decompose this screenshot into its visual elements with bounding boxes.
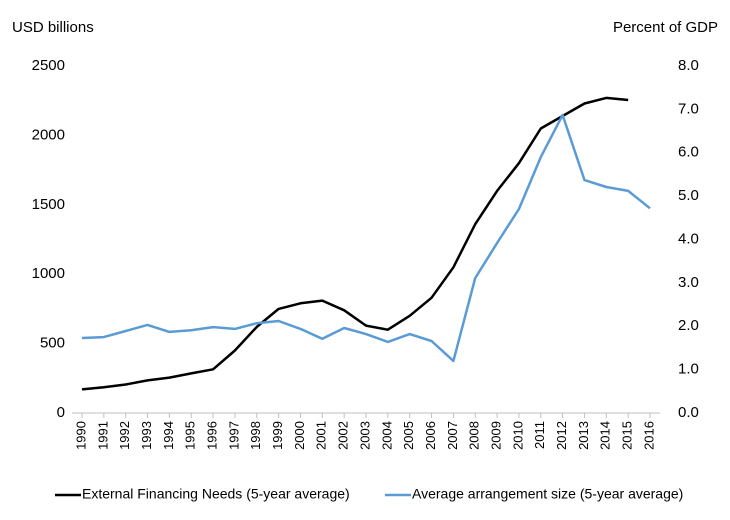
x-tick-label: 2003: [357, 421, 372, 450]
y-tick-label: 1000: [32, 265, 65, 282]
legend-label: Average arrangement size (5-year average…: [412, 486, 683, 502]
x-tick-label: 2002: [336, 421, 351, 450]
x-tick-label: 1994: [161, 421, 176, 450]
x-tick-label: 2006: [423, 421, 438, 450]
x-tick-label: 2007: [445, 421, 460, 450]
y-tick-label: 1500: [32, 196, 65, 213]
x-tick-label: 1997: [226, 421, 241, 450]
x-tick-label: 2008: [467, 421, 482, 450]
x-tick-label: 1991: [95, 421, 110, 450]
x-tick-label: 2016: [641, 421, 656, 450]
x-tick-label: 2005: [401, 421, 416, 450]
x-tick-label: 1993: [139, 421, 154, 450]
y-tick-label: 2000: [32, 126, 65, 143]
y2-tick-label: 8.0: [678, 57, 699, 74]
x-tick-label: 1999: [270, 421, 285, 450]
y2-tick-label: 4.0: [678, 230, 699, 247]
x-tick-label: 1996: [205, 421, 220, 450]
series-line: [81, 113, 651, 363]
x-tick-label: 2009: [489, 421, 504, 450]
x-tick-label: 2013: [576, 421, 591, 450]
x-tick-label: 1998: [248, 421, 263, 450]
x-tick-label: 2014: [598, 421, 613, 450]
y-tick-label: 2500: [32, 57, 65, 74]
y2-tick-label: 0.0: [678, 404, 699, 421]
x-tick-label: 1992: [117, 421, 132, 450]
x-tick-label: 2015: [620, 421, 635, 450]
x-tick-label: 2010: [510, 421, 525, 450]
series-line: [81, 96, 629, 391]
x-tick-label: 1995: [183, 421, 198, 450]
y2-tick-label: 6.0: [678, 144, 699, 161]
y2-axis-title: Percent of GDP: [613, 19, 718, 36]
y-tick-label: 0: [57, 404, 65, 421]
y-axis-title: USD billions: [12, 19, 94, 36]
y2-tick-label: 2.0: [678, 317, 699, 334]
y2-tick-label: 1.0: [678, 361, 699, 378]
y2-tick-label: 5.0: [678, 187, 699, 204]
x-tick-label: 2011: [532, 421, 547, 449]
x-tick-label: 1990: [73, 421, 88, 450]
y-tick-label: 500: [40, 335, 65, 352]
x-tick-label: 2001: [314, 421, 329, 450]
y2-tick-label: 7.0: [678, 100, 699, 117]
x-tick-label: 2012: [554, 421, 569, 450]
y2-tick-label: 3.0: [678, 274, 699, 291]
x-tick-label: 2004: [379, 421, 394, 450]
legend-label: External Financing Needs (5-year average…: [82, 486, 350, 502]
x-tick-label: 2000: [292, 421, 307, 450]
